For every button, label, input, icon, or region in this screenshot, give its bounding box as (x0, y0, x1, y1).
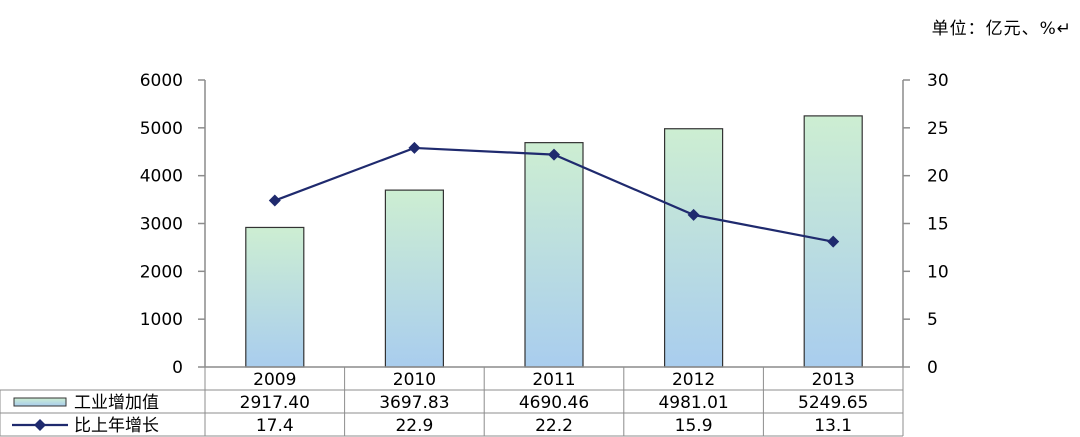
left-tick-label: 5000 (140, 119, 183, 139)
left-tick-label: 6000 (140, 71, 183, 91)
legend-bar-icon (13, 397, 67, 407)
line-value-2013: 13.1 (814, 416, 852, 436)
left-tick-label: 2000 (140, 262, 183, 282)
right-tick-label: 10 (927, 262, 949, 282)
bar-value-2010: 3697.83 (379, 393, 449, 413)
right-tick-label: 15 (927, 215, 949, 235)
category-label-2012: 2012 (672, 370, 715, 390)
line-value-2009: 17.4 (256, 416, 294, 436)
category-label-2011: 2011 (532, 370, 575, 390)
bar-2010 (384, 189, 444, 368)
legend-line-marker (34, 419, 46, 431)
category-label-2010: 2010 (393, 370, 436, 390)
right-tick-label: 5 (927, 310, 938, 330)
right-tick-label: 30 (927, 71, 949, 91)
left-tick-label: 0 (172, 358, 183, 378)
right-tick-label: 25 (927, 119, 949, 139)
growth-marker-2013 (827, 235, 840, 248)
bar-2009 (245, 226, 305, 368)
right-tick-label: 0 (927, 358, 938, 378)
bar-value-2011: 4690.46 (519, 393, 589, 413)
growth-marker-2012 (687, 208, 700, 221)
right-tick-label: 20 (927, 167, 949, 187)
category-label-2009: 2009 (253, 370, 296, 390)
growth-marker-2010 (408, 141, 421, 154)
unit-label: 单位：亿元、%↵ (931, 19, 1072, 39)
left-tick-label: 3000 (140, 215, 183, 235)
left-tick-label: 1000 (140, 310, 183, 330)
legend-bar-label: 工业增加值 (74, 393, 159, 413)
bar-2012 (663, 128, 724, 368)
left-tick-label: 4000 (140, 167, 183, 187)
line-value-2010: 22.9 (395, 416, 433, 436)
line-value-2012: 15.9 (675, 416, 713, 436)
bar-2011 (524, 142, 584, 368)
bar-value-2013: 5249.65 (798, 393, 868, 413)
bar-value-2012: 4981.01 (658, 393, 728, 413)
growth-marker-2011 (548, 148, 560, 161)
growth-marker-2009 (268, 194, 281, 207)
line-value-2011: 22.2 (535, 416, 573, 436)
category-label-2013: 2013 (812, 370, 855, 390)
legend-line-label: 比上年增长 (74, 416, 159, 436)
bar-value-2009: 2917.40 (240, 393, 310, 413)
